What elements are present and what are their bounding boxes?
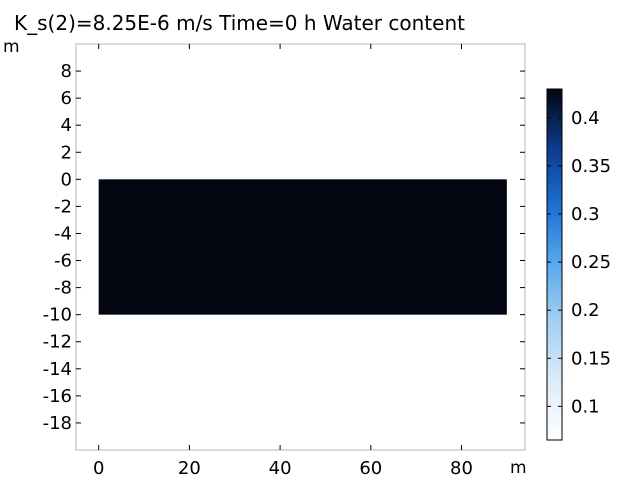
y-tick-label: 4: [61, 115, 72, 136]
y-tick-label: -2: [54, 196, 72, 217]
y-tick-label: -16: [43, 386, 72, 407]
colorbar-tick-label: 0.3: [571, 204, 600, 225]
y-tick-label: 0: [61, 169, 72, 190]
x-axis: 0 20 40 60 80: [93, 44, 473, 479]
colorbar-axis: 0.4 0.35 0.3 0.25 0.2 0.15 0.1: [547, 108, 611, 417]
colorbar-tick-label: 0.4: [571, 108, 600, 129]
y-tick-label: 6: [61, 88, 72, 109]
colorbar-tick-label: 0.15: [571, 348, 611, 369]
x-tick-label: 20: [178, 458, 201, 479]
y-tick-label: 8: [61, 61, 72, 82]
y-tick-label: -14: [43, 359, 72, 380]
y-tick-label: -4: [54, 223, 72, 244]
x-tick-label: 60: [359, 458, 382, 479]
y-axis-unit: m: [3, 37, 20, 57]
colorbar-tick-label: 0.1: [571, 396, 600, 417]
colorbar: [546, 88, 563, 441]
x-tick-label: 0: [93, 458, 104, 479]
x-axis-unit: m: [510, 458, 527, 478]
y-tick-label: -10: [43, 305, 72, 326]
page-title: K_s(2)=8.25E-6 m/s Time=0 h Water conten…: [14, 11, 465, 35]
y-tick-label: 2: [61, 142, 72, 163]
colorbar-tick-label: 0.25: [571, 252, 611, 273]
y-tick-label: -6: [54, 251, 72, 272]
y-axis: 8 6 4 2 0 -2 -4 -6 -8 -10 -12 -14 -16 -18: [43, 61, 525, 434]
water-content-domain: [98, 179, 507, 315]
x-tick-label: 40: [269, 458, 292, 479]
colorbar-tick-label: 0.2: [571, 300, 600, 321]
x-tick-label: 80: [450, 458, 473, 479]
colorbar-tick-label: 0.35: [571, 156, 611, 177]
y-tick-label: -18: [43, 413, 72, 434]
y-tick-label: -8: [54, 278, 72, 299]
y-tick-label: -12: [43, 332, 72, 353]
